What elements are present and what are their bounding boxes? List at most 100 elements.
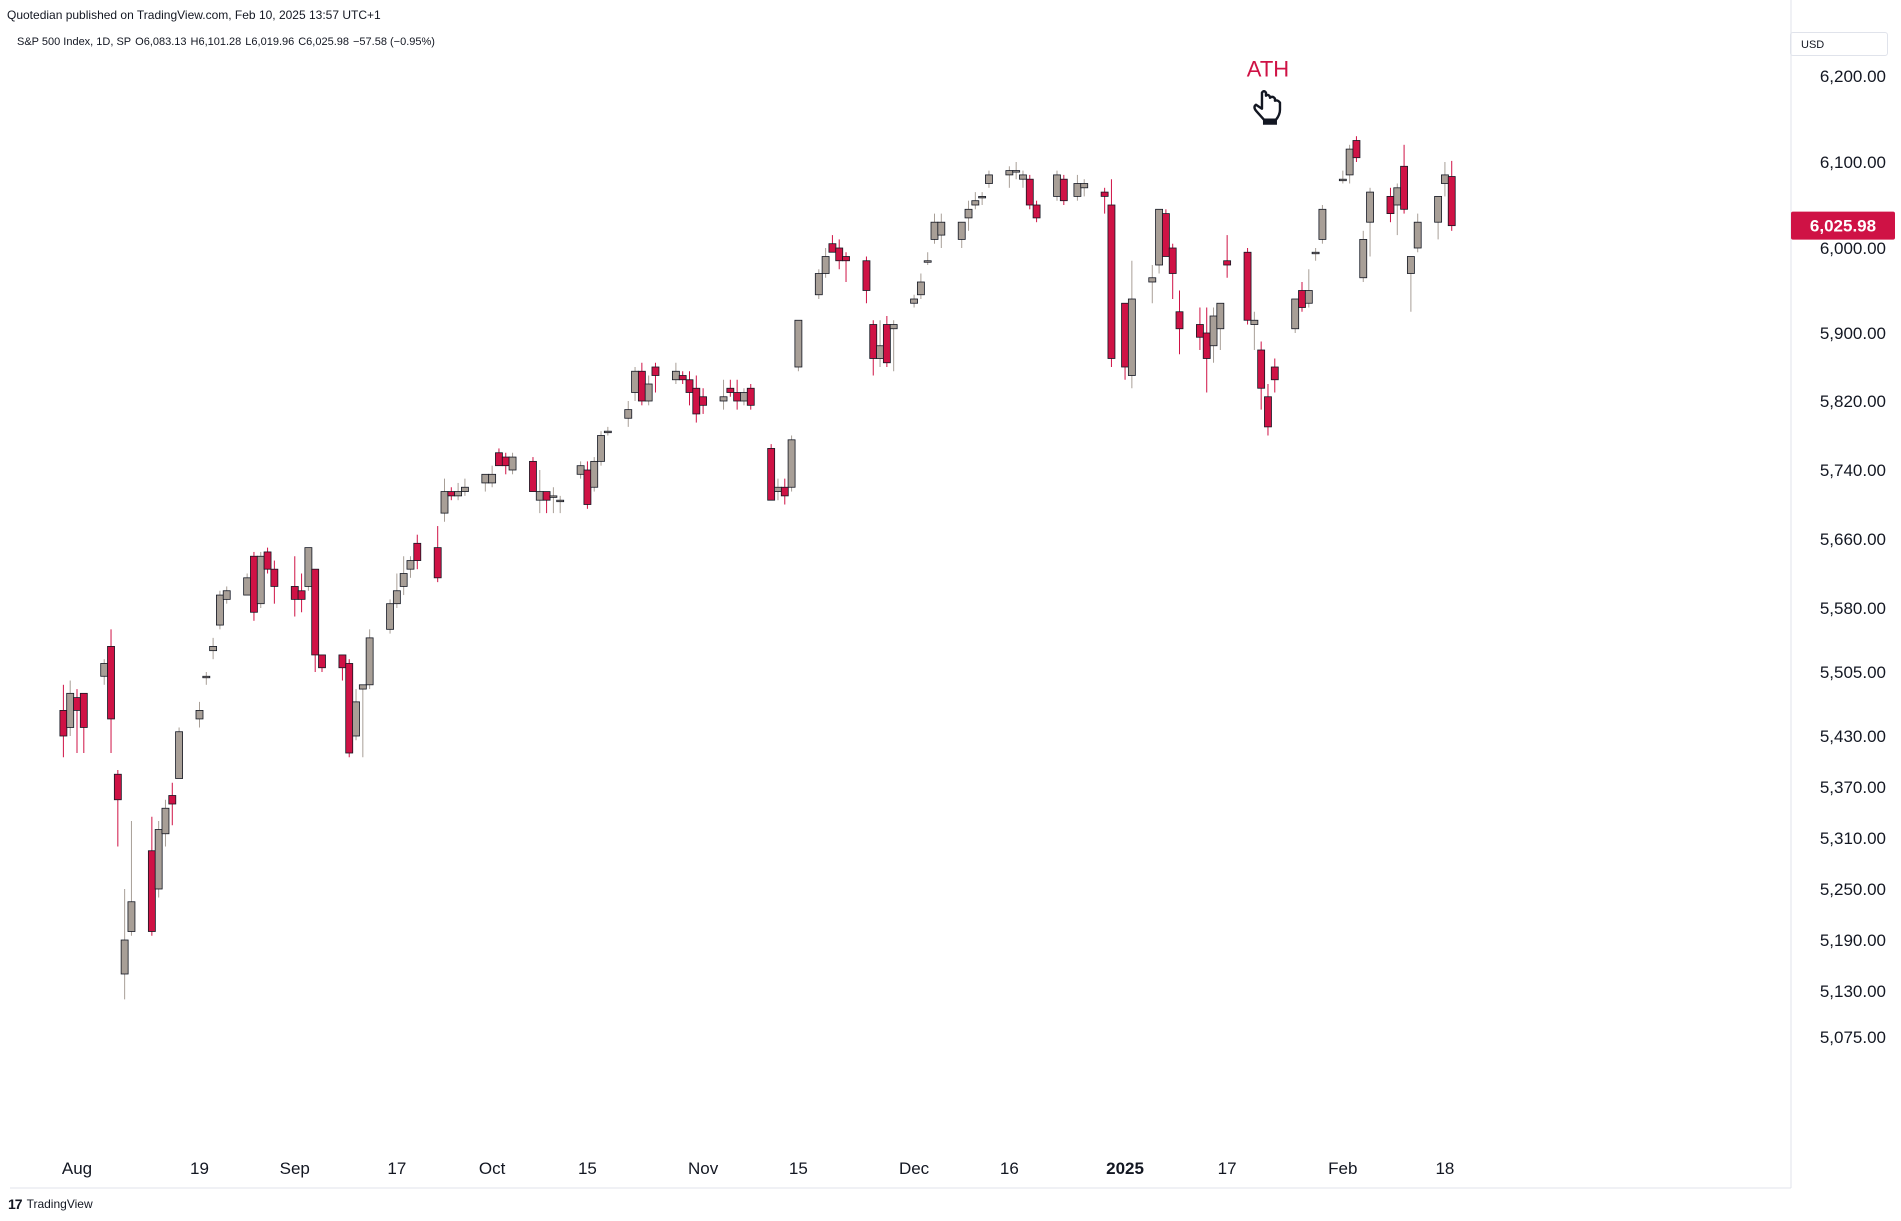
candle-body [1264, 396, 1272, 428]
candle [835, 239, 844, 270]
candle [222, 586, 231, 604]
candle-body [597, 435, 605, 462]
candle-body [1168, 247, 1177, 274]
candle-body [590, 460, 599, 488]
time-tick-label: Nov [688, 1159, 719, 1178]
candle [1223, 235, 1232, 278]
candle-body [1107, 204, 1116, 359]
candle [406, 556, 415, 578]
candle-body [971, 200, 980, 206]
candle-body [1406, 256, 1415, 274]
candle-body [1080, 183, 1089, 189]
candle-body [746, 387, 755, 406]
candle [985, 170, 993, 188]
candle-body [222, 590, 231, 600]
candle [1338, 170, 1347, 184]
currency-selector[interactable]: USD [1790, 32, 1888, 56]
candle-body [113, 773, 122, 801]
candle [821, 248, 830, 278]
candle-body [1352, 140, 1361, 159]
candle-body [882, 324, 891, 364]
price-tick-label: 5,820.00 [1820, 392, 1886, 411]
candle-body [603, 430, 612, 434]
candle [1393, 183, 1402, 236]
candle-body [358, 684, 367, 690]
candle-body [726, 387, 735, 393]
time-tick-label: 17 [387, 1159, 406, 1178]
candle [318, 654, 326, 672]
candle [590, 457, 599, 492]
candle [120, 889, 129, 1000]
candle-body [216, 594, 224, 626]
candle [529, 457, 537, 492]
candle [1250, 311, 1259, 350]
candle [1447, 160, 1456, 231]
candle [1127, 260, 1136, 389]
time-tick-label: Oct [479, 1159, 506, 1178]
candle-body [508, 456, 517, 471]
candle-body [699, 396, 708, 406]
candle [1400, 144, 1408, 214]
candle-body [1257, 349, 1266, 389]
time-tick-label: 16 [1000, 1159, 1019, 1178]
price-tick-label: 5,190.00 [1820, 931, 1886, 950]
candle-body [644, 383, 653, 402]
candle [1053, 170, 1061, 201]
candle [209, 637, 218, 660]
candle [1161, 209, 1170, 257]
candle [1352, 136, 1361, 162]
candle-body [985, 174, 993, 184]
candle-body [576, 465, 585, 475]
candle-body [814, 273, 823, 296]
candle [692, 375, 701, 423]
candle-body [733, 392, 742, 402]
candle-body [835, 247, 844, 262]
candle [576, 461, 585, 479]
footer-brand[interactable]: 17 TradingView [8, 1196, 93, 1212]
candle-body [1386, 195, 1395, 214]
candle [447, 487, 456, 501]
candle [297, 573, 306, 613]
candle [644, 375, 653, 406]
chart-legend: S&P 500 Index, 1D, SP O6,083.13 H6,101.28 L… [17, 36, 439, 48]
candle [1148, 265, 1157, 304]
candle-body [692, 387, 701, 415]
candle-body [107, 646, 115, 720]
candle [971, 192, 980, 210]
candle [767, 444, 776, 501]
candle-body [120, 939, 129, 975]
candle [79, 692, 88, 753]
time-axis[interactable]: Aug 19 Sep 17 Oct 15 Nov 15 Dec 16 2025 17 Feb 18 [62, 1159, 1455, 1178]
price-axis[interactable]: 6,200.00 6,100.00 6,000.00 5,900.00 5,820.00… [1820, 67, 1886, 1047]
candle [937, 213, 946, 248]
candle [1032, 200, 1041, 223]
candle [1025, 174, 1034, 210]
candle [386, 599, 394, 634]
candle [433, 526, 442, 583]
candle [1175, 290, 1184, 355]
candle-body [930, 221, 939, 240]
candle-body [73, 697, 81, 711]
candle [161, 799, 170, 847]
candle [964, 200, 973, 231]
candle-body [318, 654, 326, 669]
candle-body [685, 379, 694, 393]
candle-body [889, 324, 898, 330]
candle [923, 252, 932, 265]
candle [270, 560, 279, 604]
legend-change: −57.58 (−0.95%) [353, 36, 435, 48]
candle [454, 482, 463, 501]
candle-body [1311, 251, 1320, 255]
candle [66, 680, 75, 736]
candle-body [386, 603, 394, 630]
candle-body [862, 260, 871, 291]
candle [597, 431, 605, 466]
candle-body [937, 221, 946, 236]
candle-body [876, 345, 884, 359]
candle-body [413, 542, 422, 561]
candle-body [195, 710, 204, 720]
candle [1264, 384, 1272, 436]
candle [338, 654, 347, 681]
candle [746, 384, 755, 410]
